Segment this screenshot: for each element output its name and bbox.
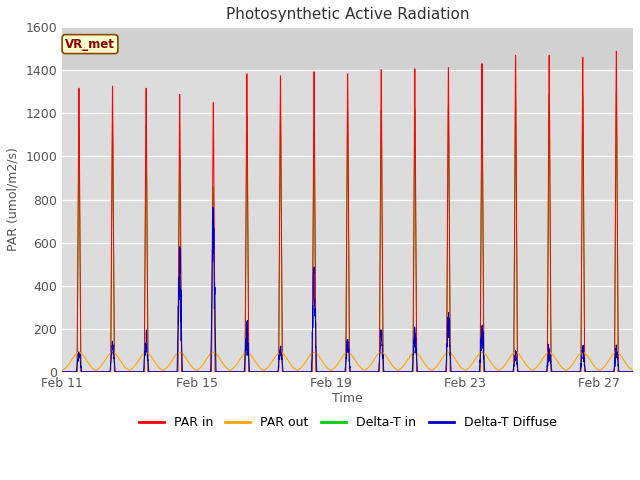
Bar <box>62 27 633 71</box>
Text: VR_met: VR_met <box>65 37 115 50</box>
Title: Photosynthetic Active Radiation: Photosynthetic Active Radiation <box>226 7 469 22</box>
Legend: PAR in, PAR out, Delta-T in, Delta-T Diffuse: PAR in, PAR out, Delta-T in, Delta-T Dif… <box>134 411 562 434</box>
X-axis label: Time: Time <box>332 393 363 406</box>
Y-axis label: PAR (umol/m2/s): PAR (umol/m2/s) <box>7 147 20 252</box>
